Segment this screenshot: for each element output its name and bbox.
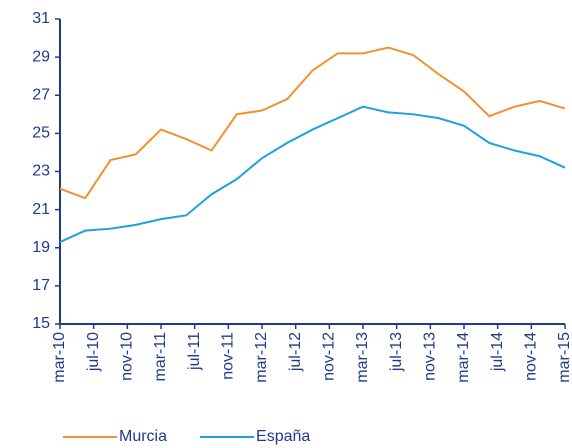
x-tick-label: jul-11 <box>186 332 203 371</box>
x-tick-label: mar-14 <box>455 332 472 383</box>
legend-label: España <box>256 428 310 445</box>
y-tick-label: 23 <box>32 163 50 180</box>
y-tick-label: 15 <box>32 315 50 332</box>
y-tick-label: 31 <box>32 10 50 27</box>
y-tick-label: 19 <box>32 239 50 256</box>
x-tick-label: jul-12 <box>287 332 304 372</box>
y-tick-label: 25 <box>32 125 50 142</box>
y-tick-label: 17 <box>32 277 50 294</box>
x-tick-label: mar-11 <box>152 332 169 382</box>
x-tick-label: nov-11 <box>220 332 237 380</box>
x-tick-label: mar-15 <box>556 332 572 383</box>
x-tick-label: nov-12 <box>321 332 338 381</box>
y-tick-label: 21 <box>32 201 50 218</box>
x-tick-label: nov-13 <box>422 332 439 381</box>
series-line <box>59 46 566 200</box>
x-tick-label: jul-14 <box>489 332 506 372</box>
y-tick-label: 27 <box>32 86 50 103</box>
legend-label: Murcia <box>119 428 167 445</box>
x-tick-label: nov-10 <box>119 332 136 381</box>
series-line <box>59 105 566 243</box>
x-tick-label: mar-10 <box>51 332 68 383</box>
y-tick-label: 29 <box>32 48 50 65</box>
x-tick-label: mar-12 <box>253 332 270 383</box>
x-tick-label: mar-13 <box>354 332 371 383</box>
x-tick-label: jul-10 <box>85 332 102 372</box>
x-tick-label: nov-14 <box>523 332 540 381</box>
x-tick-label: jul-13 <box>388 332 405 372</box>
